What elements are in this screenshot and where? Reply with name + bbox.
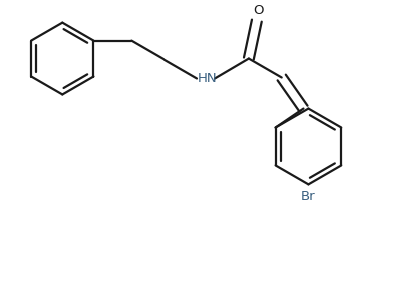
Text: O: O bbox=[254, 4, 264, 17]
Text: HN: HN bbox=[198, 72, 217, 85]
Text: Br: Br bbox=[301, 190, 316, 203]
